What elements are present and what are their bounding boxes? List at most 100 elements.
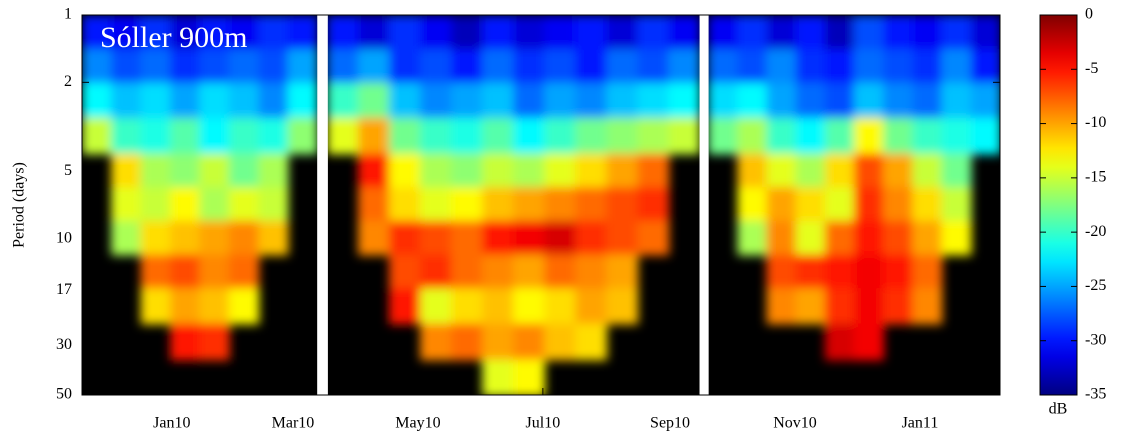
heatmap-cell [544, 49, 577, 84]
heatmap-cell [258, 15, 289, 51]
heatmap-cell [766, 153, 797, 189]
heatmap-cell [199, 82, 230, 119]
heatmap-cell [912, 82, 943, 119]
heatmap-cell [451, 117, 484, 155]
heatmap-cell [544, 220, 577, 256]
heatmap-cell [513, 153, 546, 189]
heatmap-cell [853, 187, 885, 222]
heatmap-cell [357, 15, 390, 51]
heatmap-cell [795, 82, 826, 119]
heatmap-cell [737, 117, 768, 155]
heatmap-cell [883, 82, 914, 119]
heatmap-cell [766, 49, 797, 84]
heatmap-cell [451, 323, 484, 361]
heatmap-cell [637, 117, 670, 155]
heatmap-cell [824, 254, 855, 290]
heatmap-cell [824, 323, 855, 361]
heatmap-cell [82, 49, 113, 84]
heatmap-cell [287, 49, 318, 84]
heatmap-cell [941, 15, 972, 51]
y-tick-label: 17 [56, 281, 72, 298]
heatmap-cell [258, 187, 289, 222]
heatmap-cell [575, 153, 608, 189]
heatmap-cell [170, 254, 201, 290]
heatmap-cell [606, 254, 639, 290]
heatmap-cell [637, 49, 670, 84]
heatmap-cell [140, 288, 172, 325]
heatmap-cell [482, 15, 515, 51]
heatmap-cell [170, 323, 201, 361]
heatmap-cell [199, 15, 230, 51]
heatmap-cell [941, 220, 972, 256]
heatmap-cell [912, 153, 943, 189]
heatmap-cell [170, 49, 201, 84]
heatmap-cell [513, 82, 546, 119]
heatmap-cell [544, 15, 577, 51]
heatmap-cell [824, 288, 855, 325]
y-tick-label: 30 [56, 336, 72, 353]
heatmap-cell [170, 117, 201, 155]
heatmap-cell [482, 323, 515, 361]
colorbar [1039, 14, 1078, 396]
heatmap-cell [668, 82, 700, 119]
heatmap-cell [853, 82, 885, 119]
x-tick-label: Mar10 [272, 415, 315, 432]
heatmap-cell [883, 288, 914, 325]
heatmap-cell [824, 220, 855, 256]
heatmap-cell [451, 153, 484, 189]
heatmap-cell [199, 288, 230, 325]
heatmap-cell [170, 15, 201, 51]
heatmap-cell [258, 82, 289, 119]
heatmap-cell [513, 323, 546, 361]
heatmap-cell [451, 220, 484, 256]
heatmap-cell [199, 187, 230, 222]
heatmap-cell [513, 254, 546, 290]
heatmap-cell [357, 82, 390, 119]
heatmap-cell [420, 82, 453, 119]
colorbar-tick-label: -30 [1085, 331, 1106, 348]
heatmap-cell [912, 15, 943, 51]
heatmap-cell [357, 220, 390, 256]
heatmap-cell [111, 117, 142, 155]
heatmap-cell [287, 15, 318, 51]
heatmap-cell [420, 187, 453, 222]
heatmap-cell [357, 117, 390, 155]
heatmap-cell [941, 117, 972, 155]
heatmap-cell [606, 153, 639, 189]
heatmap-cell [575, 117, 608, 155]
heatmap-cell [451, 15, 484, 51]
heatmap-cell [513, 288, 546, 325]
heatmap-cell [824, 117, 855, 155]
heatmap-cell [111, 187, 142, 222]
heatmap-cell [228, 153, 260, 189]
heatmap-cell [451, 187, 484, 222]
heatmap-cell [287, 82, 318, 119]
heatmap-cell [420, 254, 453, 290]
heatmap-cell [420, 15, 453, 51]
x-tick-label: Jan11 [902, 415, 939, 432]
heatmap-cell [170, 153, 201, 189]
heatmap-cell [912, 117, 943, 155]
annotation: Sóller 900m [100, 21, 248, 54]
heatmap-cell [388, 153, 422, 189]
heatmap-cell [970, 82, 1000, 119]
heatmap-cell [853, 254, 885, 290]
heatmap-cell [606, 288, 639, 325]
heatmap-cell [941, 187, 972, 222]
heatmap-cell [668, 49, 700, 84]
heatmap-cell [482, 82, 515, 119]
colorbar-tick-label: -20 [1085, 223, 1106, 240]
colorbar-label: dB [1049, 401, 1068, 418]
heatmap-cell [199, 153, 230, 189]
heatmap-cell [170, 82, 201, 119]
heatmap-cell [795, 15, 826, 51]
heatmap-cell [708, 15, 739, 51]
heatmap-cell [575, 49, 608, 84]
heatmap-cell [420, 153, 453, 189]
heatmap-cell [883, 153, 914, 189]
heatmap-cell [606, 82, 639, 119]
heatmap-cell [795, 49, 826, 84]
panel [327, 15, 700, 395]
y-tick-label: 10 [56, 229, 72, 246]
